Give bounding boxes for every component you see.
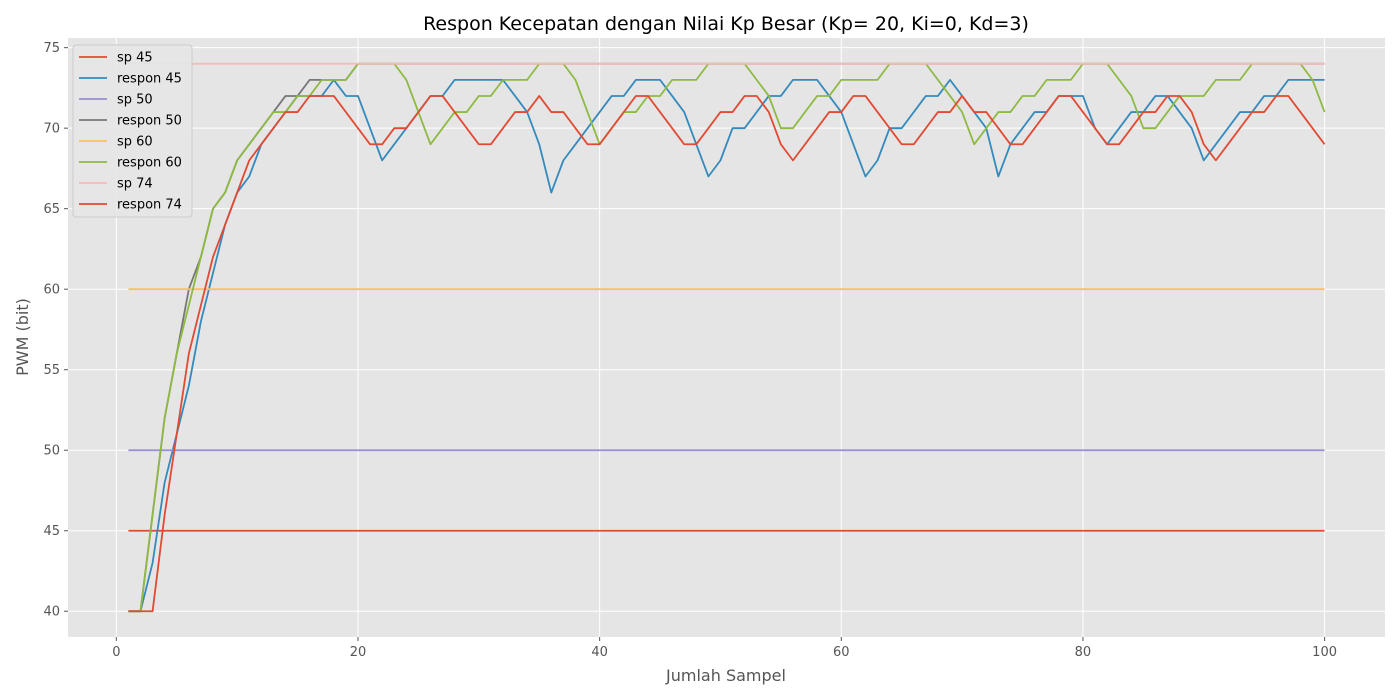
legend-label-respon-60: respon 60 [117,156,182,171]
series-group [128,62,1326,613]
x-tick-label: 20 [350,645,367,660]
chart-title: Respon Kecepatan dengan Nilai Kp Besar (… [423,13,1029,35]
y-tick-label: 60 [43,283,60,298]
series-line-respon-45 [128,78,1325,613]
legend-label-respon-74: respon 74 [117,198,182,213]
y-tick-label: 45 [43,524,60,539]
x-tick-label: 60 [833,645,850,660]
legend-label-respon-45: respon 45 [117,72,182,87]
legend-box [72,44,193,218]
y-tick-label: 70 [43,122,60,137]
y-tick-label: 55 [43,363,60,378]
series-line-respon-74 [128,95,1326,613]
x-tick-label: 0 [112,645,120,660]
legend-label-sp-60: sp 60 [117,135,153,150]
x-axis-ticks: 0 20 40 60 80 100 [112,637,1337,660]
legend-label-sp-50: sp 50 [117,93,153,108]
y-tick-label: 75 [43,41,60,56]
x-tick-label: 80 [1075,645,1092,660]
y-axis-ticks: 40 45 50 55 60 65 70 75 [43,41,68,620]
x-axis-label: Jumlah Sampel [665,666,786,685]
legend-label-respon-50: respon 50 [117,114,182,129]
y-tick-label: 40 [43,605,60,620]
y-tick-label: 50 [43,444,60,459]
y-tick-label: 65 [43,202,60,217]
legend-label-sp-74: sp 74 [117,177,153,192]
legend-label-sp-45: sp 45 [117,51,153,66]
x-tick-label: 100 [1312,645,1337,660]
y-axis-label: PWM (bit) [13,298,32,376]
x-tick-label: 40 [591,645,608,660]
plot-area [68,38,1385,637]
legend: sp 45 respon 45 sp 50 respon 50 sp 60 respon … [72,44,193,218]
